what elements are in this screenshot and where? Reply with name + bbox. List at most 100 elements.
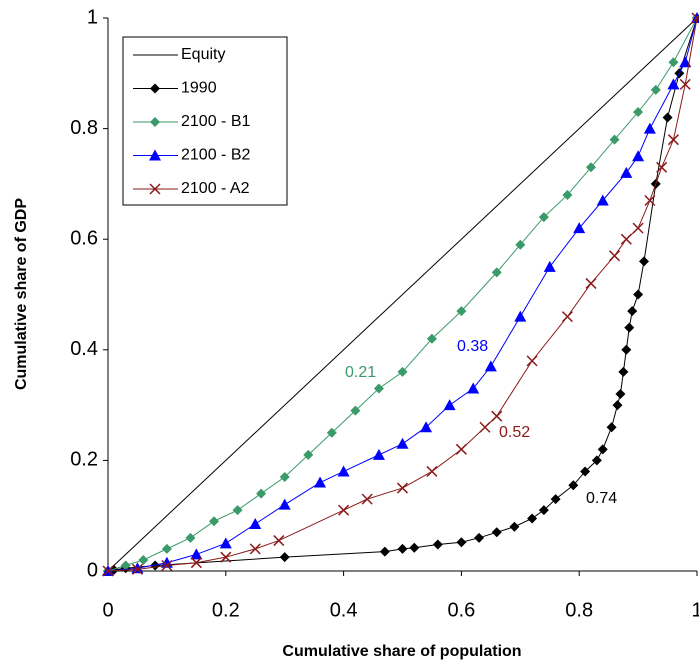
point: [131, 563, 143, 575]
legend-marker: [149, 149, 161, 161]
point: [409, 542, 420, 553]
point: [491, 267, 502, 278]
point: [479, 421, 491, 433]
legend-marker: [150, 83, 160, 94]
point: [620, 166, 633, 178]
point: [131, 562, 144, 574]
legend-label: 1990: [181, 80, 217, 97]
point: [190, 548, 203, 560]
point: [585, 277, 597, 289]
point: [338, 504, 350, 516]
point: [279, 471, 290, 482]
point: [621, 344, 632, 355]
point: [538, 505, 549, 516]
point: [667, 78, 680, 90]
y-tick-label: 0: [87, 559, 98, 581]
point: [420, 421, 433, 433]
legend: Equity 1990 2100 - B1 2100 - B2 2100 - A2: [122, 36, 288, 206]
legend-label: 2100 - B2: [181, 147, 250, 164]
point: [597, 444, 608, 455]
point: [379, 546, 390, 557]
x-tick-label: 0.4: [330, 599, 358, 621]
point: [456, 537, 467, 548]
point: [474, 532, 485, 543]
x-tick-label: 0.2: [212, 599, 240, 621]
annotation: 0.74: [586, 490, 617, 507]
point: [337, 465, 350, 477]
annotation: 0.38: [457, 338, 488, 355]
y-tick-label: 1: [87, 6, 98, 28]
y-tick-label: 0.4: [70, 338, 98, 360]
x-axis-label: Cumulative share of population: [282, 643, 521, 660]
point: [609, 134, 620, 145]
point: [326, 427, 337, 438]
point: [209, 516, 220, 527]
point: [396, 482, 409, 494]
point: [102, 565, 114, 577]
point: [679, 56, 692, 68]
point: [491, 527, 502, 538]
point: [618, 366, 629, 377]
point: [656, 161, 668, 173]
point: [691, 12, 699, 24]
point: [606, 422, 617, 433]
point: [615, 389, 626, 400]
point: [484, 360, 497, 372]
annotation: 0.21: [345, 364, 376, 381]
point: [219, 537, 232, 549]
point: [527, 513, 538, 524]
series-line: [107, 17, 698, 572]
point: [256, 488, 267, 499]
point: [662, 112, 673, 123]
legend-label: 2100 - A2: [181, 180, 250, 197]
x-tick-label: 0.6: [447, 599, 475, 621]
point: [632, 150, 645, 162]
point: [185, 532, 196, 543]
legend-marker: [149, 183, 161, 195]
y-tick-label: 0.6: [70, 227, 98, 249]
point: [643, 122, 656, 134]
point: [612, 400, 623, 411]
y-tick-label: 0.8: [70, 117, 98, 139]
point: [249, 517, 262, 529]
point: [456, 306, 467, 317]
point: [632, 222, 644, 234]
point: [443, 399, 456, 411]
point: [638, 256, 649, 267]
point: [620, 233, 632, 245]
series-line: [107, 17, 698, 572]
x-tick-label: 1: [691, 599, 699, 621]
point: [372, 448, 385, 460]
point: [633, 107, 644, 118]
point: [396, 437, 409, 449]
point: [220, 551, 232, 563]
legend-box: [122, 36, 288, 206]
point: [568, 480, 579, 491]
point: [591, 455, 602, 466]
point: [273, 535, 285, 547]
x-tick-label: 0: [102, 599, 113, 621]
point: [633, 289, 644, 300]
point: [361, 493, 373, 505]
legend-label: 2100 - B1: [181, 113, 250, 130]
point: [491, 410, 503, 422]
point: [279, 552, 290, 563]
x-tick-label: 0.8: [565, 599, 593, 621]
point: [596, 194, 609, 206]
point: [426, 465, 438, 477]
point: [373, 383, 384, 394]
point: [509, 521, 520, 532]
point: [432, 539, 443, 550]
point: [644, 194, 656, 207]
point: [249, 543, 261, 555]
point: [679, 78, 691, 90]
point: [190, 557, 202, 569]
point: [120, 560, 131, 571]
point: [668, 57, 679, 68]
point: [232, 505, 243, 516]
point: [562, 189, 573, 200]
point: [650, 84, 661, 95]
point: [455, 443, 467, 455]
point: [538, 212, 549, 223]
